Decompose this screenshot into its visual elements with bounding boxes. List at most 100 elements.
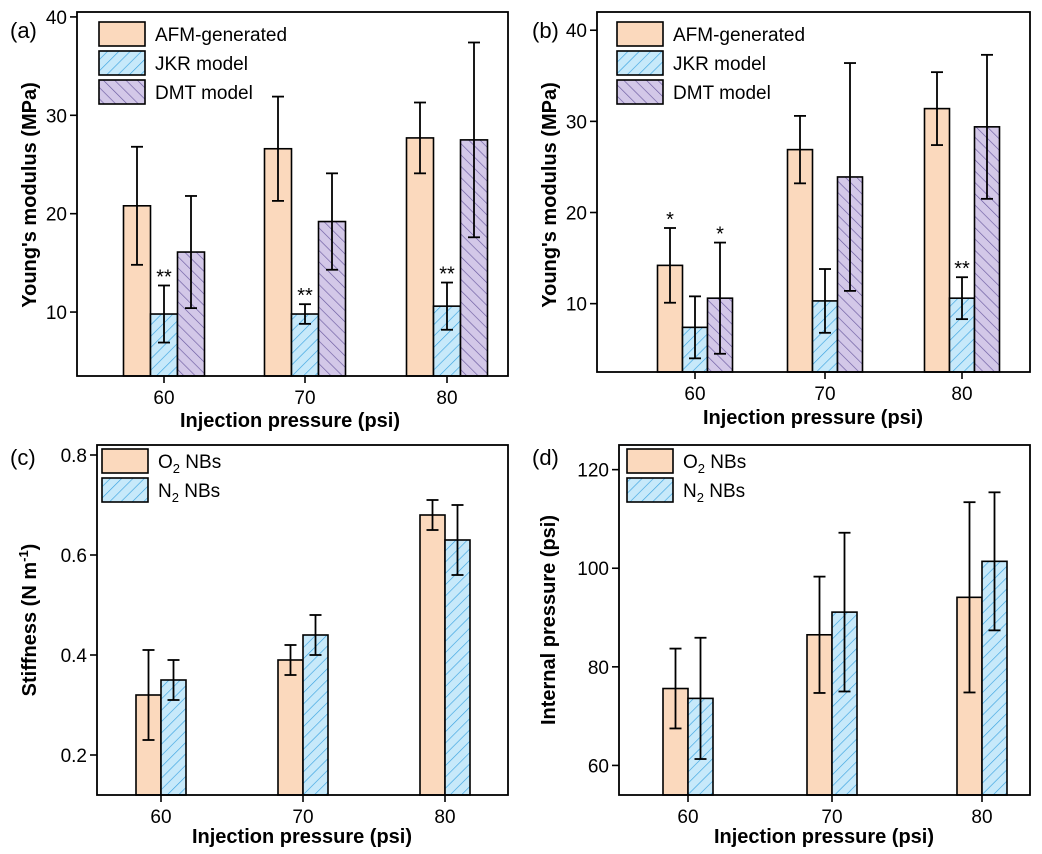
panel-label: (c) [10,445,36,470]
y-axis-title-superscript: -1 [16,550,31,562]
significance-mark: ** [156,266,172,288]
axis-frame [596,11,1031,373]
x-tick-label: 70 [294,388,315,409]
legend-swatch [98,79,146,105]
y-tick-label: 0.6 [61,546,87,567]
y-tick-label: 40 [46,8,67,29]
y-axis-title: Young's modulus (MPa) [19,82,41,308]
panel-a: (a) ** ** ** 10 20 30 40 60 70 80 Injection pressu… [10,8,509,432]
x-tick-label: 70 [821,807,842,828]
legend-label: O2 NBs [158,452,221,476]
y-axis-title-text: Internal pressure (psi) [538,515,560,725]
x-axis-title: Injection pressure (psi) [714,826,934,848]
legend-label: O2 NBs [683,452,746,476]
legend-swatch [616,79,664,105]
legend-label: N2 NBs [683,481,745,505]
legend-label: AFM-generated [155,25,287,46]
y-tick-label: 10 [566,295,587,316]
legend-label-subscript: 2 [697,490,704,505]
legend-label-text: AFM-generated [155,25,287,46]
significance-mark: * [666,209,674,231]
y-axis-title: Young's modulus (MPa) [539,82,561,308]
x-tick-label: 70 [814,384,835,405]
axis-frame [618,444,1031,796]
y-tick-label: 20 [46,205,67,226]
legend-label-text: DMT model [155,83,253,104]
bar [444,539,471,796]
y-tick-label: 0.8 [61,446,87,467]
legend-swatch [101,448,149,474]
y-tick-label: 40 [566,21,587,42]
x-axis-title: Injection pressure (psi) [703,407,923,429]
panel-label: (d) [532,445,559,470]
significance-mark: ** [954,258,970,280]
x-axis-title: Injection pressure (psi) [192,826,412,848]
x-tick-label: 60 [684,384,705,405]
bar [302,634,329,796]
axis-frame [76,11,509,377]
legend-label-text: N [683,481,697,502]
y-tick-label: 20 [566,204,587,225]
legend-swatch [616,21,664,47]
x-axis-title: Injection pressure (psi) [180,410,400,432]
legend-swatch [98,21,146,47]
y-axis-title-text: Stiffness (N m [19,562,41,696]
legend-swatch [626,448,674,474]
legend-label: DMT model [673,83,771,104]
y-axis-title: Internal pressure (psi) [538,515,560,725]
panel-c: (c) 0.2 0.4 0.6 0.8 60 70 80 Injection pressure… [10,444,509,848]
legend-label-text: JKR model [155,54,248,75]
legend-label-suffix: NBs [180,452,221,473]
legend-label-subscript: 2 [173,461,180,476]
y-tick-label: 80 [588,658,609,679]
x-tick-label: 60 [153,388,174,409]
x-tick-label: 80 [951,384,972,405]
legend-swatch [98,50,146,76]
legend-label-suffix: NBs [704,481,745,502]
y-tick-label: 100 [577,559,609,580]
legend-label-text: DMT model [673,83,771,104]
y-tick-label: 0.4 [61,646,88,667]
y-axis-title-text: Young's modulus (MPa) [19,82,41,308]
y-tick-label: 120 [577,461,609,482]
legend-label: AFM-generated [673,25,805,46]
y-tick-label: 60 [588,756,609,777]
bar [419,514,446,796]
legend-label-text: O [683,452,698,473]
legend-label-text: N [158,481,172,502]
panel-label: (b) [532,18,559,43]
bar [923,107,951,373]
bar [405,137,435,377]
y-tick-label: 0.2 [61,746,87,767]
x-tick-label: 80 [971,807,992,828]
y-axis-title: Stiffness (N m-1) [16,544,41,697]
legend-label-text: O [158,452,173,473]
y-tick-label: 30 [566,112,587,133]
legend-label-suffix: NBs [179,481,220,502]
x-tick-label: 70 [292,807,313,828]
y-axis-title-suffix: ) [19,544,41,551]
legend-swatch [616,50,664,76]
y-tick-label: 10 [46,303,67,324]
legend-label-text: JKR model [673,54,766,75]
legend-label: N2 NBs [158,481,220,505]
x-tick-label: 80 [436,388,457,409]
panel-d: (d) 60 80 100 120 60 70 80 Injection pressure (… [532,444,1031,848]
bar [277,659,304,796]
y-tick-label: 30 [46,106,67,127]
legend-label-subscript: 2 [172,490,179,505]
significance-mark: * [716,224,724,246]
legend-label-subscript: 2 [698,461,705,476]
legend-swatch [626,477,674,503]
legend-label-text: AFM-generated [673,25,805,46]
legend-label: JKR model [673,54,766,75]
legend-label: DMT model [155,83,253,104]
x-tick-label: 80 [434,807,455,828]
significance-mark: ** [439,264,455,286]
bar [786,148,814,373]
legend-swatch [101,477,149,503]
y-axis-title-text: Young's modulus (MPa) [539,82,561,308]
legend-label: JKR model [155,54,248,75]
